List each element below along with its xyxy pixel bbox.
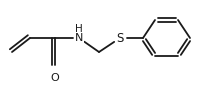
Text: O: O bbox=[51, 73, 59, 83]
Text: N: N bbox=[75, 33, 83, 43]
Text: S: S bbox=[116, 32, 124, 44]
Text: H: H bbox=[75, 24, 83, 34]
